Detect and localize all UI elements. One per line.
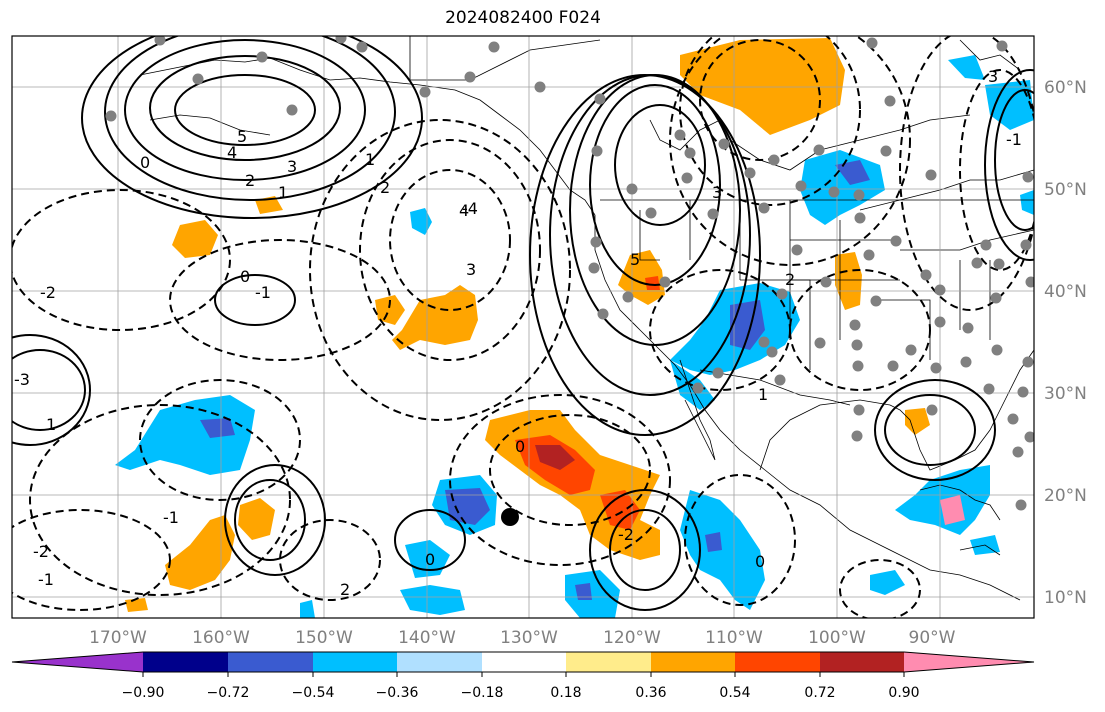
contour-label: 3 (712, 183, 722, 202)
colorbar-segment (143, 652, 228, 672)
lat-lon-grid (12, 36, 1034, 618)
contour-label: -1 (163, 508, 179, 527)
lat-tick-label: 40°N (1044, 282, 1087, 302)
contour-label: 3 (466, 260, 476, 279)
contour-label: -3 (14, 370, 30, 389)
contour-label: -4 (462, 199, 478, 218)
lat-tick-label: 60°N (1044, 78, 1087, 98)
colorbar-segment (313, 652, 397, 672)
lat-tick-label: 20°N (1044, 486, 1087, 506)
contour-label: 4 (227, 143, 237, 162)
lon-tick-label: 170°W (89, 628, 147, 648)
lon-tick-label: 130°W (500, 628, 558, 648)
colorbar-label: 0.18 (550, 685, 581, 701)
colorbar-segment (735, 652, 820, 672)
colorbar-label: −0.90 (122, 685, 165, 701)
colorbar-segment (228, 652, 313, 672)
lon-tick-label: 90°W (909, 628, 956, 648)
lon-tick-label: 110°W (705, 628, 763, 648)
colorbar-label: 0.54 (719, 685, 750, 701)
contour-label: 3 (287, 157, 297, 176)
contour-label: 4 (459, 201, 469, 220)
colorbar-segment (566, 652, 651, 672)
contour-label: 1 (46, 415, 56, 434)
contour-label: 0 (140, 153, 150, 172)
colorbar-segment (904, 652, 1034, 672)
contour-label: 2 (785, 270, 795, 289)
colorbar-label: −0.54 (292, 685, 335, 701)
colorbar-segment (397, 652, 482, 672)
colorbar-segment (482, 652, 566, 672)
colorbar-segment (651, 652, 735, 672)
lon-tick-label: 150°W (295, 628, 353, 648)
station-markers (105, 36, 1034, 511)
contour-label: 1 (758, 385, 768, 404)
colorbar-label: 0.72 (804, 685, 835, 701)
contour-label: -1 (1006, 130, 1022, 149)
contour-label: 5 (630, 250, 640, 269)
lon-tick-label: 100°W (808, 628, 866, 648)
contour-label: 2 (340, 580, 350, 599)
lat-tick-label: 30°N (1044, 384, 1087, 404)
colorbar-label: 0.36 (635, 685, 666, 701)
colorbar-label: 0.90 (888, 685, 919, 701)
positive-contours (12, 36, 1034, 611)
contour-label: 0 (755, 552, 765, 571)
contour-label: -2 (33, 542, 49, 561)
contour-label: 0 (425, 550, 435, 569)
latitude-axis: 60°N 50°N 40°N 30°N 20°N 10°N (1044, 78, 1087, 608)
colorbar-label: −0.18 (461, 685, 504, 701)
contour-label: 5 (237, 127, 247, 146)
colorbar-segment (12, 652, 143, 672)
contour-label: 2 (245, 171, 255, 190)
colorbar: −0.90 −0.72 −0.54 −0.36 −0.18 0.18 0.36 … (11, 651, 1035, 701)
lat-tick-label: 10°N (1044, 588, 1087, 608)
shaded-field (115, 38, 1034, 618)
lon-tick-label: 140°W (398, 628, 456, 648)
colorbar-label: −0.72 (207, 685, 250, 701)
map-frame (11, 35, 1035, 619)
contour-label: -1 (255, 283, 271, 302)
contour-label: -2 (618, 525, 634, 544)
lat-tick-label: 50°N (1044, 180, 1087, 200)
contour-label: -1 (38, 570, 54, 589)
contour-labels: 5 4 3 2 1 0 1 2 3 4 -2 -1 0 5 3 2 1 0 -1… (14, 67, 1022, 599)
negative-contours (12, 36, 1034, 618)
storm-center-marker (501, 508, 519, 526)
lon-tick-label: 120°W (603, 628, 661, 648)
map-title: 2024082400 F024 (445, 8, 601, 28)
colorbar-segment (820, 652, 904, 672)
contour-label: -2 (40, 283, 56, 302)
contour-label: 2 (380, 178, 390, 197)
contour-label: 1 (278, 183, 288, 202)
contour-label: 1 (365, 150, 375, 169)
contour-label: 0 (240, 267, 250, 286)
lon-tick-label: 160°W (192, 628, 250, 648)
colorbar-label: −0.36 (376, 685, 419, 701)
contour-label: 0 (515, 437, 525, 456)
longitude-axis: 170°W 160°W 150°W 140°W 130°W 120°W 110°… (89, 628, 956, 648)
contour-label: 3 (988, 67, 998, 86)
